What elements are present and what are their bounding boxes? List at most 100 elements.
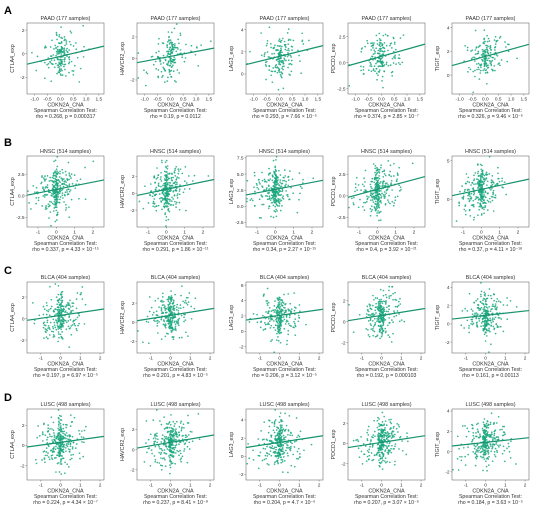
data-point [44, 330, 47, 333]
data-point [49, 176, 51, 179]
data-point [378, 44, 381, 47]
data-point [396, 305, 399, 308]
data-point [68, 304, 71, 307]
data-point [44, 461, 46, 464]
data-point [173, 27, 176, 30]
data-point [371, 180, 374, 183]
data-point [297, 458, 300, 460]
data-point [374, 306, 377, 309]
data-point [458, 201, 460, 204]
regression-line [26, 45, 105, 65]
x-tick-label: 1.0 [83, 97, 90, 103]
data-point [272, 181, 275, 184]
data-point [187, 335, 189, 338]
data-point [369, 307, 372, 310]
data-point [167, 76, 169, 79]
data-point [399, 63, 401, 66]
data-point [266, 445, 268, 448]
data-point [378, 52, 381, 55]
data-point [483, 41, 485, 43]
data-point [290, 63, 293, 66]
data-point [482, 183, 485, 185]
data-point [370, 328, 373, 330]
data-point [289, 302, 292, 305]
data-point [169, 57, 172, 60]
data-point [376, 320, 378, 323]
stat-result: rho = 0.161, p = 0.00113 [462, 373, 519, 379]
data-point [53, 446, 55, 449]
data-point [467, 197, 470, 200]
data-point [276, 309, 278, 312]
data-point [174, 316, 177, 319]
data-point [68, 216, 71, 219]
data-point [270, 434, 272, 437]
data-point [279, 412, 282, 414]
x-tick-label: -1 [461, 230, 466, 236]
data-point [284, 55, 287, 58]
data-point [166, 200, 169, 203]
data-point [280, 418, 283, 421]
data-point [66, 435, 69, 437]
data-point [277, 311, 279, 314]
data-point [476, 303, 479, 306]
data-point [279, 190, 282, 192]
data-point [163, 457, 165, 459]
data-point [376, 297, 379, 299]
data-point [483, 50, 485, 53]
data-point [473, 179, 475, 182]
data-point [383, 184, 385, 187]
data-point [246, 200, 248, 203]
data-point [380, 324, 382, 326]
data-point [43, 308, 46, 310]
data-point [482, 317, 485, 319]
data-point [392, 292, 394, 295]
data-point [60, 428, 63, 430]
data-point [52, 333, 55, 336]
data-point [468, 327, 470, 329]
data-point [272, 159, 275, 162]
data-point [160, 451, 163, 454]
panel-title: HNSC (514 samples) [465, 149, 516, 155]
data-point [381, 316, 384, 319]
data-point [370, 63, 372, 66]
data-point [168, 449, 170, 451]
data-point [470, 184, 472, 186]
data-point [373, 181, 375, 184]
data-point [164, 323, 167, 325]
data-point [207, 175, 210, 177]
data-point [270, 46, 272, 49]
data-point [403, 320, 406, 323]
data-point [370, 186, 372, 188]
data-point [43, 177, 45, 179]
data-point [282, 320, 284, 322]
data-point [276, 190, 279, 193]
data-point [170, 306, 173, 309]
data-point [480, 322, 483, 324]
data-point [382, 323, 385, 326]
data-point [371, 55, 373, 58]
data-point [84, 198, 87, 201]
data-point [384, 174, 387, 177]
data-point [137, 330, 139, 332]
data-point [475, 197, 478, 199]
scatter-panel: HNSC (514 samples)-1 0 1 220-2CDKN2A_CNAHAV… [120, 149, 215, 253]
data-point [177, 319, 180, 322]
data-point [171, 431, 174, 434]
data-point [498, 62, 501, 64]
data-point [372, 329, 374, 332]
data-point [170, 462, 173, 465]
data-point [484, 325, 486, 328]
data-point [168, 444, 171, 447]
data-point [460, 324, 463, 327]
data-point [52, 441, 55, 443]
y-axis-label: LAG3_exp [229, 179, 235, 204]
data-point [162, 190, 165, 193]
data-point [480, 206, 482, 208]
data-point [296, 436, 298, 439]
data-point [55, 206, 57, 209]
data-point [379, 307, 382, 310]
data-point [162, 187, 165, 190]
data-point [464, 210, 467, 212]
data-point [379, 288, 382, 291]
data-point [146, 72, 149, 75]
